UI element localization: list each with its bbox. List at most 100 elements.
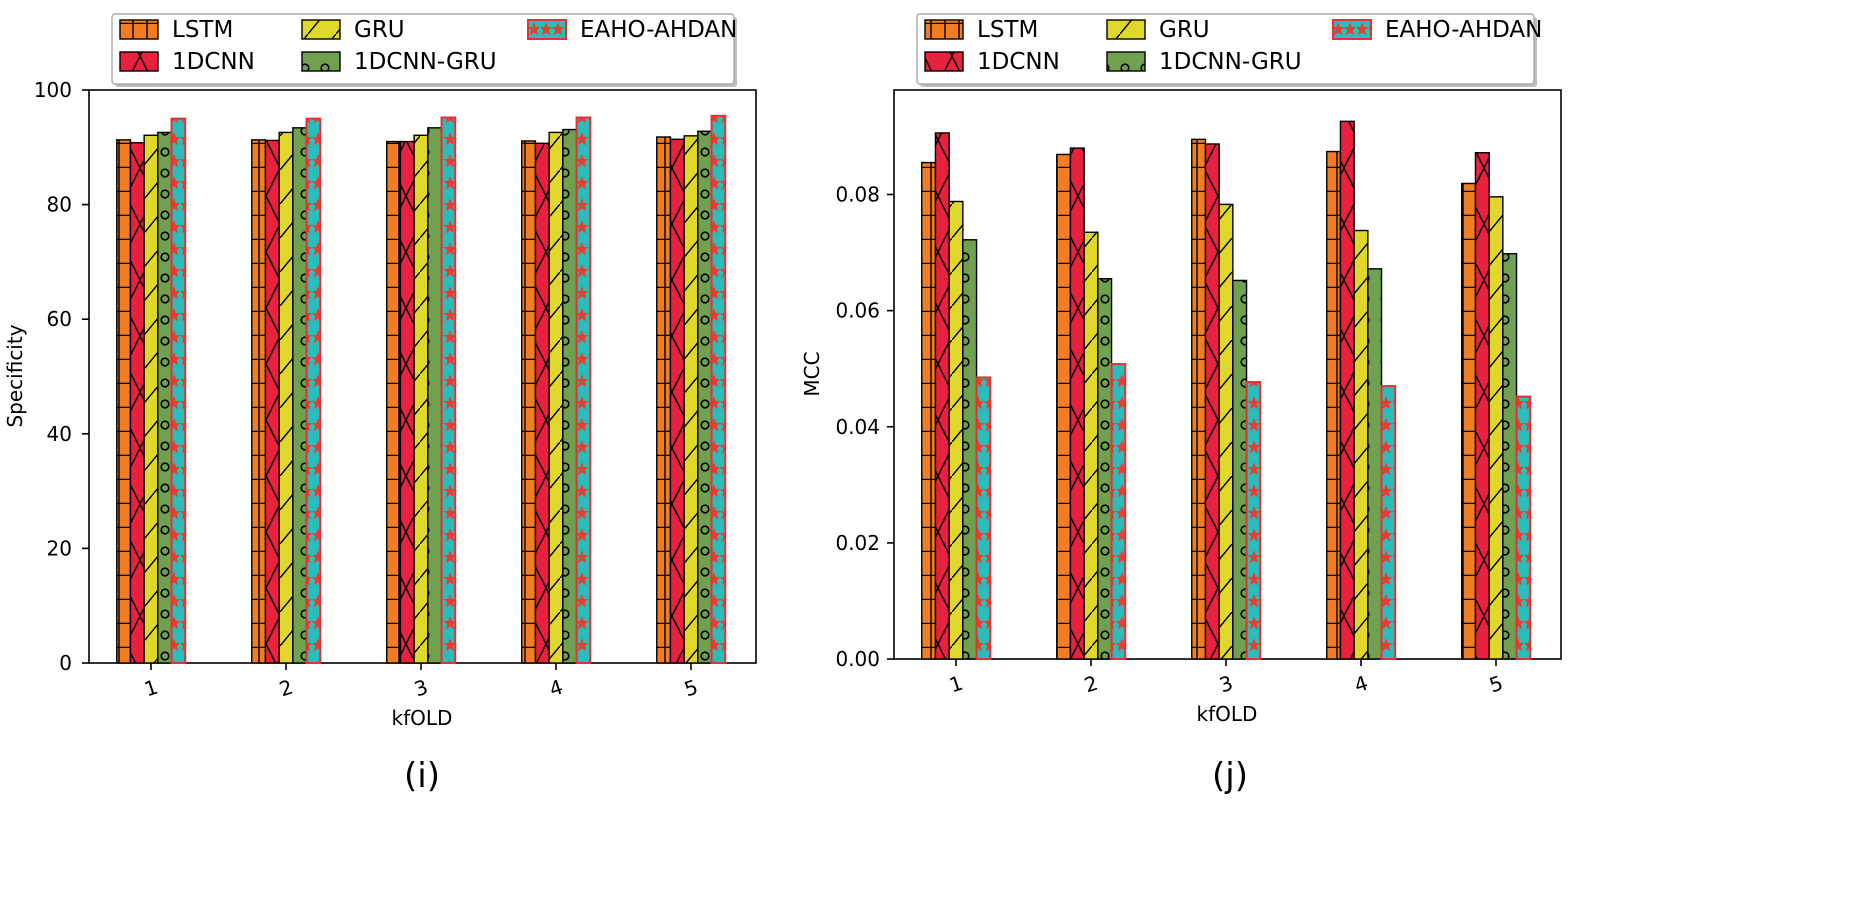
bar-eaho-ahdan-fold-2 xyxy=(1110,363,1127,660)
bar-lstm-fold-4 xyxy=(521,140,537,664)
bar-gru-fold-1 xyxy=(948,200,964,660)
bar-eaho-ahdan-fold-2 xyxy=(305,117,322,664)
bar-gru-fold-5 xyxy=(683,135,699,664)
bar-eaho-ahdan-fold-5 xyxy=(1515,395,1532,660)
bar-1dcnn-gru-fold-3 xyxy=(1232,279,1248,660)
bar-lstm-fold-5 xyxy=(656,136,672,664)
bar-gru-fold-4 xyxy=(1353,229,1369,660)
bar-eaho-ahdan-fold-1 xyxy=(170,117,187,664)
svg-text:1DCNN: 1DCNN xyxy=(172,49,255,75)
bar-gru-fold-3 xyxy=(1218,203,1234,660)
specificity-x-tick-label: 5 xyxy=(681,675,701,702)
bar-1dcnn-fold-1 xyxy=(934,132,950,660)
mcc-x-tick-label: 2 xyxy=(1081,671,1101,698)
bar-gru-fold-2 xyxy=(278,131,294,664)
bar-1dcnn-gru-fold-3 xyxy=(427,127,443,664)
bar-1dcnn-gru-fold-2 xyxy=(1097,277,1113,660)
specificity-y-axis: 0 20 40 60 80 100 xyxy=(34,78,89,675)
specificity-y-axis-label: Specificity xyxy=(3,324,27,427)
mcc-y-axis-label: MCC xyxy=(800,351,824,396)
mcc-x-tick-label: 4 xyxy=(1351,671,1371,698)
bar-gru-fold-1 xyxy=(143,134,159,664)
svg-text:1DCNN: 1DCNN xyxy=(977,49,1060,75)
bar-1dcnn-gru-fold-5 xyxy=(1502,253,1518,660)
bar-lstm-fold-3 xyxy=(1191,138,1207,660)
svg-text:GRU: GRU xyxy=(1159,17,1210,43)
specificity-x-axis: 1 2 3 4 5 xyxy=(141,663,701,701)
bar-1dcnn-fold-3 xyxy=(1204,143,1220,660)
bar-1dcnn-fold-4 xyxy=(534,142,550,664)
mcc-panel-label: (j) xyxy=(1212,756,1248,796)
bar-1dcnn-gru-fold-2 xyxy=(292,127,308,664)
mcc-legend: LSTM GRU EAHO-AHDAN 1DCNN 1DCNN-GRU xyxy=(916,13,1542,87)
legend-entry-1dcnn: 1DCNN xyxy=(924,49,1060,75)
legend-entry-1dcnn-gru: 1DCNN-GRU xyxy=(301,49,497,75)
bar-lstm-fold-4 xyxy=(1326,150,1342,660)
bar-1dcnn-gru-fold-4 xyxy=(1367,268,1383,660)
legend-entry-gru: GRU xyxy=(301,17,405,43)
mcc-y-tick-label: 0.04 xyxy=(835,415,880,439)
specificity-y-tick-label: 100 xyxy=(34,78,72,102)
bar-lstm-fold-1 xyxy=(116,139,132,664)
bar-1dcnn-fold-4 xyxy=(1339,120,1355,660)
svg-text:1DCNN-GRU: 1DCNN-GRU xyxy=(1159,49,1302,75)
specificity-x-tick-label: 1 xyxy=(141,675,161,702)
bar-1dcnn-gru-fold-1 xyxy=(962,239,978,660)
legend-entry-eaho-ahdan: EAHO-AHDAN xyxy=(1332,17,1542,43)
bar-1dcnn-fold-3 xyxy=(399,140,415,664)
mcc-x-tick-label: 3 xyxy=(1216,671,1236,698)
bar-lstm-fold-3 xyxy=(386,140,402,664)
bar-1dcnn-fold-2 xyxy=(1069,147,1085,660)
mcc-chart-panel: 0.00 0.02 0.04 0.06 0.08 1 2 3 4 5 MCC kfOLD (j)… xyxy=(800,13,1562,796)
bar-1dcnn-gru-fold-1 xyxy=(157,131,173,664)
bar-1dcnn-fold-5 xyxy=(669,138,685,664)
legend-entry-eaho-ahdan: EAHO-AHDAN xyxy=(527,17,737,43)
specificity-y-tick-label: 20 xyxy=(47,536,72,560)
mcc-y-tick-label: 0.02 xyxy=(835,531,880,555)
specificity-x-tick-label: 4 xyxy=(546,675,566,702)
specificity-x-axis-label: kfOLD xyxy=(392,706,453,730)
bar-gru-fold-4 xyxy=(548,131,564,664)
specificity-y-tick-label: 0 xyxy=(59,651,72,675)
bar-eaho-ahdan-fold-3 xyxy=(1245,381,1262,660)
legend-entry-lstm: LSTM xyxy=(924,17,1038,43)
bar-1dcnn-fold-1 xyxy=(129,142,145,664)
bar-lstm-fold-5 xyxy=(1461,182,1477,660)
bar-1dcnn-gru-fold-5 xyxy=(697,130,713,664)
legend-entry-gru: GRU xyxy=(1106,17,1210,43)
bar-1dcnn-fold-2 xyxy=(264,139,280,664)
bar-gru-fold-3 xyxy=(413,134,429,664)
specificity-y-tick-label: 40 xyxy=(47,422,72,446)
svg-text:EAHO-AHDAN: EAHO-AHDAN xyxy=(580,17,737,43)
specificity-y-tick-label: 80 xyxy=(47,193,72,217)
bar-lstm-fold-2 xyxy=(1056,153,1072,660)
mcc-x-tick-label: 5 xyxy=(1486,671,1506,698)
svg-text:LSTM: LSTM xyxy=(977,17,1038,43)
mcc-y-axis: 0.00 0.02 0.04 0.06 0.08 xyxy=(835,183,894,671)
mcc-x-tick-label: 1 xyxy=(946,671,966,698)
bar-gru-fold-2 xyxy=(1083,231,1099,660)
bar-eaho-ahdan-fold-4 xyxy=(575,116,592,664)
svg-text:GRU: GRU xyxy=(354,17,405,43)
specificity-bars xyxy=(116,114,727,665)
specificity-chart-panel: 0 20 40 60 80 100 1 2 3 4 5 Specificity kfOLD (i)… xyxy=(3,13,757,796)
bar-lstm-fold-1 xyxy=(921,161,937,660)
svg-text:LSTM: LSTM xyxy=(172,17,233,43)
bar-1dcnn-fold-5 xyxy=(1474,152,1490,660)
bar-eaho-ahdan-fold-5 xyxy=(710,114,727,665)
bar-gru-fold-5 xyxy=(1488,196,1504,660)
legend-entry-lstm: LSTM xyxy=(119,17,233,43)
bar-lstm-fold-2 xyxy=(251,139,267,664)
mcc-x-axis-label: kfOLD xyxy=(1197,702,1258,726)
mcc-x-axis: 1 2 3 4 5 xyxy=(946,659,1506,697)
bar-eaho-ahdan-fold-3 xyxy=(440,116,457,664)
mcc-y-tick-label: 0.00 xyxy=(835,647,880,671)
specificity-panel-label: (i) xyxy=(404,756,440,796)
legend-entry-1dcnn: 1DCNN xyxy=(119,49,255,75)
specificity-legend: LSTM GRU EAHO-AHDAN 1DCNN 1DCNN-GRU xyxy=(111,13,737,87)
svg-text:1DCNN-GRU: 1DCNN-GRU xyxy=(354,49,497,75)
specificity-y-tick-label: 60 xyxy=(47,307,72,331)
specificity-x-tick-label: 2 xyxy=(276,675,296,702)
bar-eaho-ahdan-fold-4 xyxy=(1380,385,1397,660)
